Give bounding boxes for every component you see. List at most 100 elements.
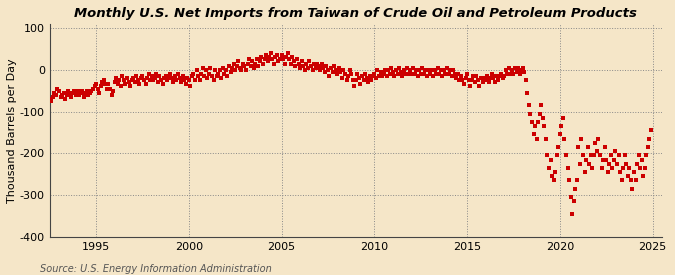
Point: [253, 64, 264, 68]
Point: [366, 78, 377, 82]
Point: [134, 82, 144, 87]
Point: [644, 136, 655, 141]
Point: [126, 78, 137, 82]
Point: [83, 93, 94, 97]
Point: [242, 61, 253, 66]
Point: [526, 120, 537, 124]
Point: [547, 174, 558, 178]
Point: [520, 78, 531, 82]
Point: [103, 82, 114, 87]
Point: [282, 51, 293, 55]
Point: [610, 149, 621, 153]
Point: [325, 65, 336, 70]
Point: [329, 64, 340, 68]
Point: [298, 64, 308, 68]
Point: [336, 76, 347, 80]
Point: [445, 68, 456, 72]
Point: [125, 84, 136, 89]
Point: [364, 74, 375, 78]
Point: [306, 64, 317, 68]
Point: [559, 136, 570, 141]
Point: [397, 74, 408, 78]
Point: [597, 157, 608, 162]
Point: [406, 72, 417, 76]
Point: [295, 65, 306, 70]
Point: [221, 68, 232, 72]
Point: [51, 93, 61, 97]
Point: [184, 78, 194, 82]
Point: [156, 78, 167, 82]
Point: [347, 78, 358, 82]
Point: [207, 74, 217, 78]
Point: [609, 157, 620, 162]
Point: [403, 72, 414, 76]
Point: [292, 57, 302, 62]
Point: [248, 65, 259, 70]
Point: [335, 70, 346, 74]
Point: [350, 78, 361, 82]
Point: [495, 72, 506, 76]
Point: [92, 86, 103, 91]
Point: [548, 178, 559, 183]
Point: [304, 59, 315, 64]
Point: [332, 72, 343, 76]
Point: [57, 93, 68, 97]
Point: [105, 86, 115, 91]
Point: [216, 76, 227, 80]
Point: [250, 61, 261, 66]
Point: [386, 65, 397, 70]
Point: [550, 170, 561, 174]
Point: [602, 170, 613, 174]
Point: [301, 61, 312, 66]
Point: [360, 72, 371, 76]
Point: [40, 95, 51, 99]
Point: [531, 136, 542, 141]
Point: [414, 68, 425, 72]
Point: [153, 80, 163, 84]
Point: [564, 178, 574, 183]
Point: [106, 93, 117, 97]
Point: [341, 78, 352, 82]
Point: [568, 199, 579, 204]
Point: [130, 80, 140, 84]
Point: [234, 65, 245, 70]
Point: [89, 84, 100, 89]
Point: [179, 78, 190, 82]
Point: [504, 65, 514, 70]
Point: [35, 86, 46, 91]
Point: [333, 65, 344, 70]
Point: [466, 78, 477, 82]
Point: [112, 82, 123, 87]
Point: [519, 70, 530, 74]
Point: [45, 97, 55, 101]
Point: [330, 68, 341, 72]
Point: [80, 90, 90, 95]
Point: [61, 93, 72, 97]
Point: [632, 161, 643, 166]
Point: [136, 76, 146, 80]
Point: [176, 80, 186, 84]
Point: [300, 68, 310, 72]
Point: [400, 72, 410, 76]
Point: [637, 157, 647, 162]
Point: [290, 64, 301, 68]
Point: [554, 132, 565, 137]
Point: [624, 166, 634, 170]
Point: [408, 65, 418, 70]
Point: [545, 157, 556, 162]
Point: [86, 89, 97, 93]
Point: [541, 136, 551, 141]
Point: [448, 68, 458, 72]
Point: [391, 68, 402, 72]
Point: [90, 82, 101, 87]
Point: [621, 161, 632, 166]
Point: [69, 89, 80, 93]
Point: [258, 61, 269, 66]
Point: [375, 70, 386, 74]
Point: [95, 84, 106, 89]
Point: [191, 68, 202, 72]
Point: [321, 64, 332, 68]
Point: [204, 72, 215, 76]
Point: [185, 84, 196, 89]
Point: [570, 186, 580, 191]
